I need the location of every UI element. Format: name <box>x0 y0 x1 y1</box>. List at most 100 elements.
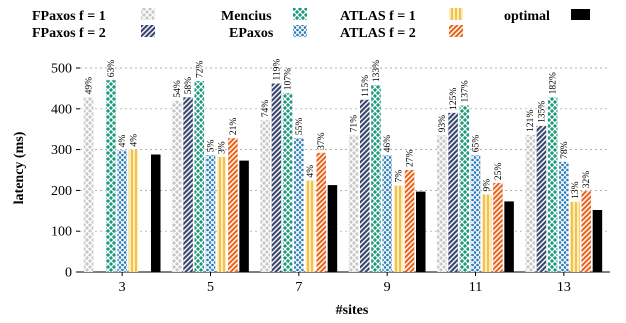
x-tick-label: 11 <box>469 280 482 295</box>
bar-pattern-fpaxos-f-1-11 <box>437 135 447 272</box>
bar-pattern-fpaxos-f-2-5 <box>183 97 193 272</box>
bar-label-fpaxos-f-1-13: 121% <box>526 110 536 132</box>
y-tick-label: 0 <box>65 266 72 281</box>
grid <box>80 67 610 232</box>
y-tick-label: 300 <box>51 143 72 158</box>
bar-annotations: 49%63%4% 4%54% 58%72%5% 3%21%74%119% 107%55%… <box>85 59 593 199</box>
bar-pattern-atlas-f-2-11 <box>493 183 503 272</box>
y-tick-label: 200 <box>51 184 72 199</box>
bar-label-fpaxos-f-2-5: 58% <box>184 77 194 95</box>
bar-label-mencius-3: 63% <box>107 60 117 78</box>
bar-label-mencius-7: 107% <box>284 68 294 90</box>
bar-optimal-7 <box>327 185 338 272</box>
bar-pattern-fpaxos-f-1-5 <box>172 100 182 272</box>
bar-label-epaxos-3: 4% <box>118 135 128 148</box>
bar-label-fpaxos-f-1-11: 93% <box>438 115 448 133</box>
bar-pattern-atlas-f-2-5 <box>228 138 238 272</box>
bar-pattern-epaxos-9 <box>382 155 392 272</box>
legend: FPaxos f = 1 FPaxos f = 2 Mencius EPaxos… <box>32 8 590 41</box>
bar-pattern-epaxos-13 <box>559 161 569 272</box>
bar-label-fpaxos-f-2-11: 125% <box>449 88 459 110</box>
bar-label-epaxos-9: 46% <box>383 135 393 153</box>
bar-label-epaxos-5: 5% <box>207 140 217 153</box>
bar-pattern-atlas-f-1-5 <box>216 156 227 272</box>
bar-label-atlas-f-1-3: 4% <box>129 134 139 147</box>
x-tick-label: 9 <box>384 280 391 295</box>
x-tick-label: 7 <box>295 280 302 295</box>
bar-pattern-fpaxos-f-1-3 <box>83 97 94 272</box>
bar-pattern-atlas-f-1-13 <box>570 201 580 272</box>
legend-swatch-atlas-f2-pattern <box>449 25 463 37</box>
bar-pattern-epaxos-5 <box>205 155 216 272</box>
axes: latency (ms) #sites 0 100 200 300 400 500 3 5 7 9… <box>12 62 610 318</box>
bar-pattern-mencius-5 <box>194 81 205 272</box>
bar-label-epaxos-11: 65% <box>472 135 482 153</box>
bar-label-epaxos-13: 78% <box>560 141 570 159</box>
legend-label-fpaxos-f2: FPaxos f = 2 <box>32 26 106 41</box>
bar-pattern-fpaxos-f-2-7 <box>271 83 282 272</box>
legend-label-atlas-f2: ATLAS f = 2 <box>340 26 416 41</box>
y-axis-title: latency (ms) <box>12 131 27 204</box>
bar-optimal-5 <box>239 160 249 272</box>
bar-pattern-atlas-f-2-7 <box>316 152 326 272</box>
bar-label-atlas-f-2-13: 32% <box>582 171 592 189</box>
bar-pattern-atlas-f-1-3 <box>128 149 139 272</box>
bar-pattern-mencius-11 <box>459 105 470 272</box>
y-tick-label: 400 <box>51 102 72 117</box>
legend-swatch-fpaxos-f2-pattern <box>141 25 155 37</box>
legend-label-epaxos: EPaxos <box>229 26 274 41</box>
bar-label-fpaxos-f-1-5: 54% <box>173 80 183 98</box>
bar-pattern-mencius-7 <box>282 93 293 273</box>
bar-pattern-mencius-9 <box>371 85 381 272</box>
bars <box>83 80 603 273</box>
bar-label-mencius-9: 133% <box>372 60 382 82</box>
y-tick-label: 100 <box>51 225 72 240</box>
legend-swatch-mencius-pattern <box>293 8 307 20</box>
legend-swatch-optimal <box>571 9 590 20</box>
bar-label-fpaxos-f-1-7: 74% <box>261 100 271 118</box>
bar-label-atlas-f-2-9: 27% <box>406 150 416 168</box>
bar-pattern-fpaxos-f-2-13 <box>536 125 547 272</box>
bar-pattern-epaxos-7 <box>294 138 304 272</box>
bar-pattern-atlas-f-1-7 <box>305 180 315 272</box>
bar-pattern-fpaxos-f-1-7 <box>260 120 270 272</box>
bar-label-mencius-5: 72% <box>195 61 205 79</box>
bar-pattern-fpaxos-f-2-9 <box>360 99 370 272</box>
bar-label-atlas-f-1-5: 3% <box>218 141 228 154</box>
bar-pattern-fpaxos-f-2-11 <box>448 112 458 272</box>
bar-label-atlas-f-1-7: 4% <box>306 165 316 178</box>
bar-pattern-fpaxos-f-1-9 <box>348 135 359 272</box>
legend-swatch-fpaxos-f1-pattern <box>141 8 155 20</box>
bar-optimal-13 <box>592 209 603 272</box>
x-tick-label: 13 <box>557 280 571 295</box>
bar-pattern-epaxos-3 <box>117 150 127 272</box>
bar-label-atlas-f-2-7: 37% <box>317 132 327 150</box>
x-tick-label: 3 <box>119 280 126 295</box>
bar-pattern-mencius-13 <box>547 97 558 272</box>
bar-label-fpaxos-f-2-7: 119% <box>272 59 282 81</box>
bar-pattern-atlas-f-1-9 <box>393 185 404 272</box>
bar-pattern-fpaxos-f-1-13 <box>525 134 535 272</box>
bar-label-atlas-f-1-13: 13% <box>571 181 581 199</box>
bar-optimal-3 <box>151 154 161 272</box>
bar-pattern-atlas-f-2-13 <box>581 191 591 272</box>
bar-pattern-atlas-f-2-9 <box>404 170 415 272</box>
legend-label-atlas-f1: ATLAS f = 1 <box>340 9 416 24</box>
bar-label-fpaxos-f-2-9: 115% <box>361 75 371 97</box>
bar-label-epaxos-7: 55% <box>295 118 305 136</box>
bar-pattern-epaxos-11 <box>470 155 481 272</box>
legend-label-fpaxos-f1: FPaxos f = 1 <box>32 9 106 24</box>
bar-label-atlas-f-2-5: 21% <box>229 118 239 136</box>
bar-pattern-atlas-f-1-11 <box>481 194 492 272</box>
bar-optimal-11 <box>504 201 514 272</box>
bar-label-fpaxos-f-2-13: 135% <box>537 101 547 123</box>
x-tick-label: 5 <box>207 280 214 295</box>
bar-label-mencius-13: 182% <box>549 72 559 94</box>
legend-label-mencius: Mencius <box>221 9 272 24</box>
bar-pattern-mencius-3 <box>106 80 116 273</box>
y-tick-label: 500 <box>51 62 72 77</box>
legend-swatch-atlas-f1-pattern <box>449 8 463 20</box>
legend-label-optimal: optimal <box>504 9 550 24</box>
bar-label-atlas-f-1-9: 7% <box>394 170 404 183</box>
